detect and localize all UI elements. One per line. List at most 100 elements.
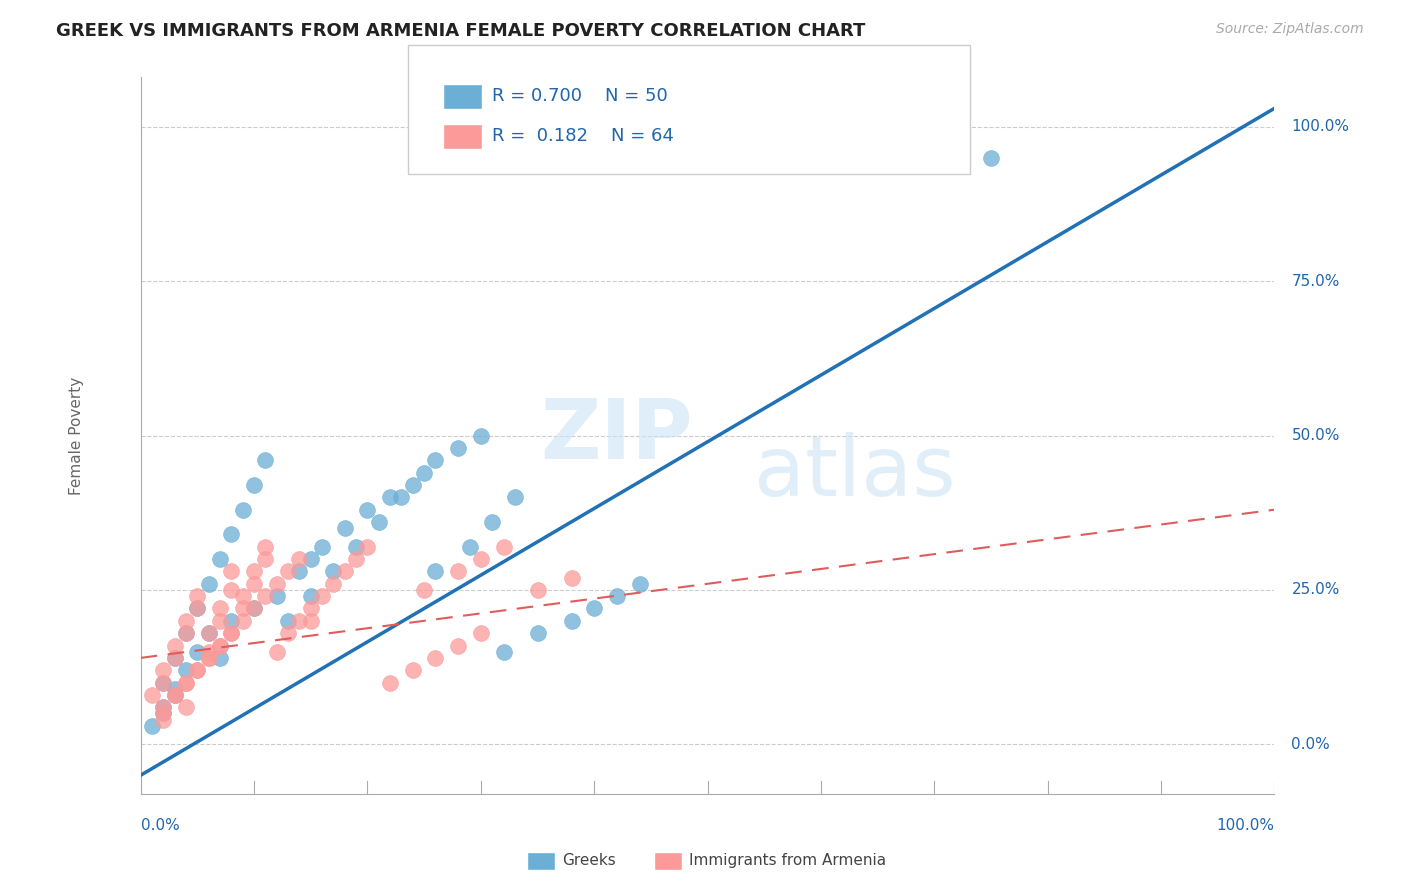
Point	[221, 565, 243, 579]
Text: atlas: atlas	[754, 432, 956, 513]
Point	[413, 466, 436, 480]
Point	[197, 645, 219, 659]
Point	[221, 626, 243, 640]
Point	[243, 478, 266, 492]
Point	[378, 675, 401, 690]
Point	[243, 601, 266, 615]
Point	[163, 651, 186, 665]
Point	[221, 582, 243, 597]
Text: Female Poverty: Female Poverty	[69, 376, 84, 495]
Point	[425, 453, 447, 467]
Point	[209, 601, 232, 615]
Point	[243, 601, 266, 615]
Point	[152, 675, 174, 690]
Point	[299, 601, 322, 615]
Point	[243, 565, 266, 579]
Point	[288, 614, 311, 628]
Point	[378, 491, 401, 505]
Point	[980, 151, 1002, 165]
Point	[481, 515, 503, 529]
Point	[141, 719, 163, 733]
Text: 0.0%: 0.0%	[1292, 737, 1330, 752]
Point	[254, 540, 277, 554]
Point	[221, 527, 243, 541]
Point	[402, 663, 425, 677]
Point	[333, 521, 356, 535]
Point	[152, 700, 174, 714]
Text: 0.0%: 0.0%	[141, 819, 180, 833]
Point	[163, 639, 186, 653]
Point	[209, 639, 232, 653]
Text: GREEK VS IMMIGRANTS FROM ARMENIA FEMALE POVERTY CORRELATION CHART: GREEK VS IMMIGRANTS FROM ARMENIA FEMALE …	[56, 22, 866, 40]
Point	[232, 502, 254, 516]
Point	[470, 626, 492, 640]
Point	[447, 565, 470, 579]
Point	[299, 589, 322, 603]
Point	[221, 614, 243, 628]
Point	[232, 601, 254, 615]
Point	[243, 576, 266, 591]
Point	[277, 565, 299, 579]
Point	[470, 552, 492, 566]
Point	[356, 540, 378, 554]
Point	[299, 614, 322, 628]
Point	[322, 576, 344, 591]
Text: ZIP: ZIP	[541, 395, 693, 476]
Point	[356, 502, 378, 516]
Text: 25.0%: 25.0%	[1292, 582, 1340, 598]
Point	[152, 706, 174, 721]
Point	[186, 601, 208, 615]
Point	[186, 645, 208, 659]
Point	[152, 675, 174, 690]
Point	[163, 651, 186, 665]
Point	[163, 681, 186, 696]
Point	[174, 675, 197, 690]
Point	[254, 589, 277, 603]
Point	[425, 651, 447, 665]
Point	[526, 626, 548, 640]
Point	[606, 589, 628, 603]
Point	[492, 540, 515, 554]
Point	[311, 540, 333, 554]
Point	[186, 601, 208, 615]
Point	[163, 688, 186, 702]
Point	[174, 626, 197, 640]
Point	[152, 713, 174, 727]
Point	[266, 645, 288, 659]
Point	[186, 663, 208, 677]
Text: Immigrants from Armenia: Immigrants from Armenia	[689, 854, 886, 868]
Point	[197, 576, 219, 591]
Point	[174, 614, 197, 628]
Point	[583, 601, 606, 615]
Point	[141, 688, 163, 702]
Point	[174, 626, 197, 640]
Point	[209, 639, 232, 653]
Point	[186, 663, 208, 677]
Point	[266, 576, 288, 591]
Point	[447, 639, 470, 653]
Point	[425, 565, 447, 579]
Point	[458, 540, 481, 554]
Point	[209, 651, 232, 665]
Point	[311, 589, 333, 603]
Point	[197, 626, 219, 640]
Point	[209, 552, 232, 566]
Text: Greeks: Greeks	[562, 854, 616, 868]
Point	[232, 589, 254, 603]
Text: 100.0%: 100.0%	[1292, 120, 1350, 135]
Point	[561, 571, 583, 585]
Point	[197, 626, 219, 640]
Point	[288, 552, 311, 566]
Text: R =  0.182    N = 64: R = 0.182 N = 64	[492, 128, 673, 145]
Point	[152, 706, 174, 721]
Point	[322, 565, 344, 579]
Text: Source: ZipAtlas.com: Source: ZipAtlas.com	[1216, 22, 1364, 37]
Text: 50.0%: 50.0%	[1292, 428, 1340, 443]
Point	[413, 582, 436, 597]
Point	[391, 491, 413, 505]
Point	[344, 552, 367, 566]
Point	[561, 614, 583, 628]
Point	[266, 589, 288, 603]
Point	[254, 552, 277, 566]
Point	[367, 515, 389, 529]
